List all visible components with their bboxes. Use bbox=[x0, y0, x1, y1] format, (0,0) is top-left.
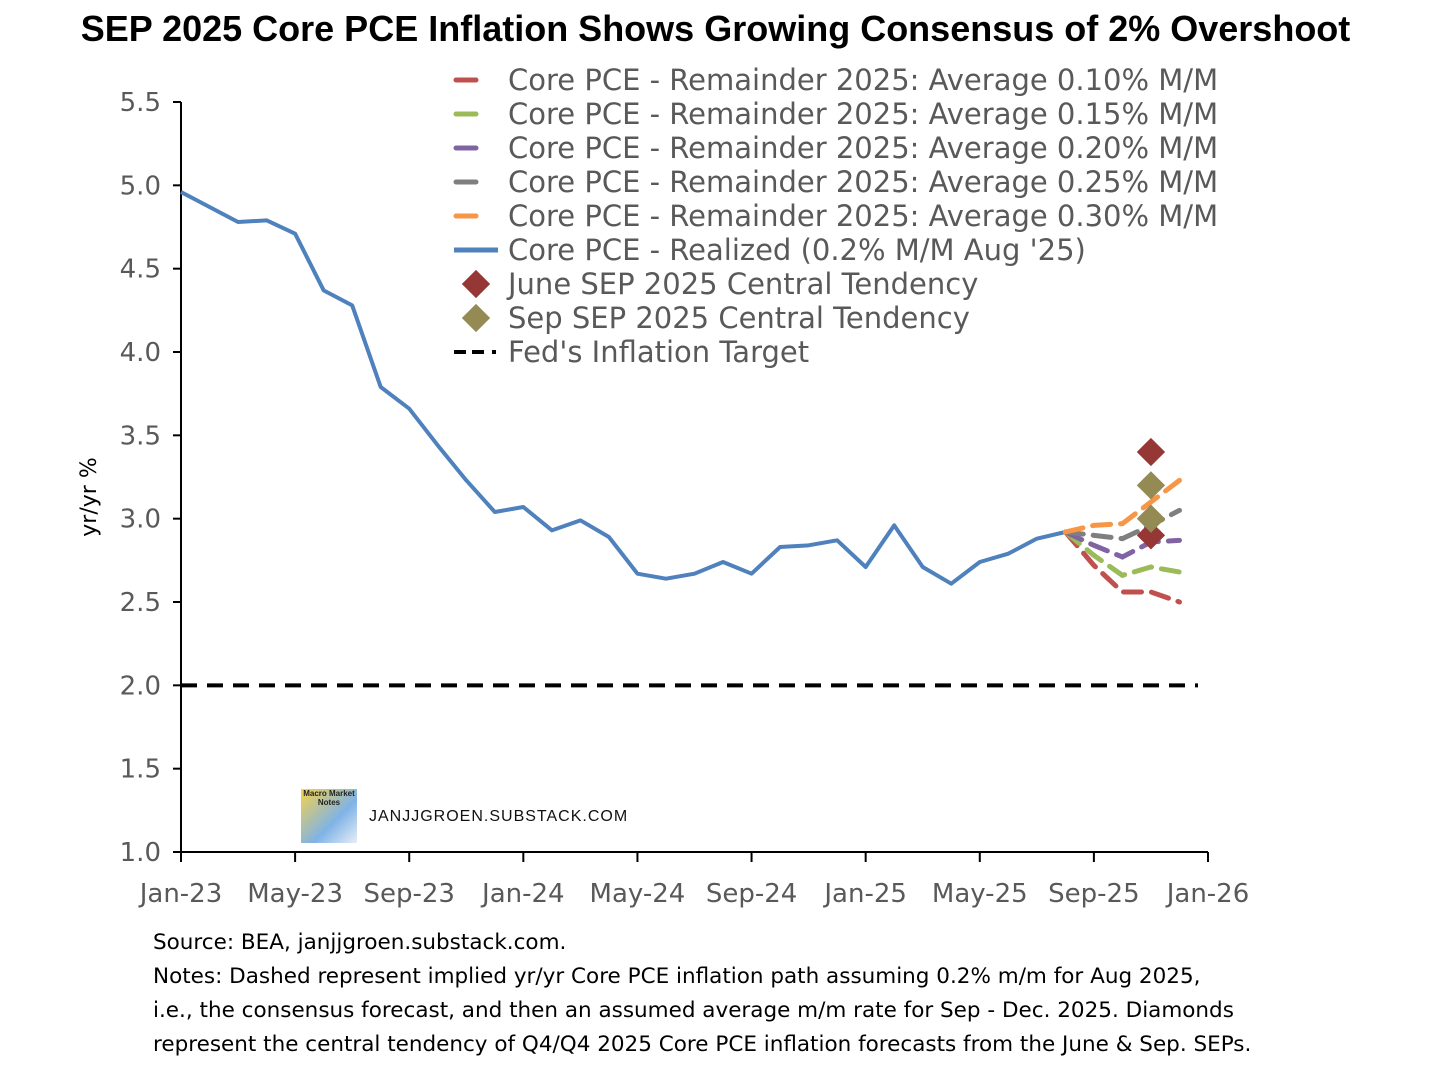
legend-label: June SEP 2025 Central Tendency bbox=[506, 267, 978, 301]
x-tick-label: Sep-25 bbox=[1048, 879, 1139, 909]
legend-label: Core PCE - Remainder 2025: Average 0.20%… bbox=[508, 131, 1218, 165]
y-tick-label: 4.0 bbox=[120, 338, 161, 368]
x-tick-label: Sep-23 bbox=[363, 879, 454, 909]
notes: Source: BEA, janjjgroen.substack.com. No… bbox=[153, 926, 1251, 1062]
y-tick-label: 4.5 bbox=[120, 255, 161, 285]
y-axis-label: yr/yr % bbox=[77, 457, 102, 536]
legend-label: Core PCE - Remainder 2025: Average 0.25%… bbox=[508, 165, 1218, 199]
x-tick-label: Jan-23 bbox=[138, 879, 223, 909]
legend-label: Core PCE - Remainder 2025: Average 0.30%… bbox=[508, 199, 1218, 233]
x-tick-label: May-24 bbox=[590, 879, 686, 909]
scenario-line bbox=[1062, 529, 1182, 605]
june-sep-diamond bbox=[1136, 521, 1166, 550]
y-tick-label: 3.0 bbox=[120, 505, 161, 535]
chart-title: SEP 2025 Core PCE Inflation Shows Growin… bbox=[80, 8, 1351, 49]
y-tick-label: 1.0 bbox=[120, 838, 161, 868]
scenario-line bbox=[1062, 529, 1182, 560]
sep-sep-diamond bbox=[1136, 504, 1166, 533]
legend-label: Core PCE - Remainder 2025: Average 0.10%… bbox=[508, 63, 1218, 97]
legend-label: Sep SEP 2025 Central Tendency bbox=[508, 301, 970, 335]
y-tick-label: 5.5 bbox=[120, 88, 161, 118]
x-tick-label: Jan-24 bbox=[480, 879, 565, 909]
note-line: Notes: Dashed represent implied yr/yr Co… bbox=[153, 964, 1201, 989]
legend-swatch bbox=[492, 350, 496, 354]
sep-sep-diamond bbox=[1136, 471, 1166, 500]
legend-label: Core PCE - Remainder 2025: Average 0.15%… bbox=[508, 97, 1218, 131]
note-line: Source: BEA, janjjgroen.substack.com. bbox=[153, 930, 567, 955]
y-tick-label: 3.5 bbox=[120, 421, 161, 451]
x-tick-label: May-23 bbox=[247, 879, 343, 909]
june-sep-diamond bbox=[1136, 437, 1166, 467]
scenario-line bbox=[1062, 529, 1182, 579]
legend-label: Fed's Inflation Target bbox=[508, 335, 809, 369]
legend-swatch bbox=[461, 269, 491, 299]
y-tick-label: 5.0 bbox=[120, 171, 161, 201]
x-tick-label: Sep-24 bbox=[706, 879, 797, 909]
y-tick-label: 2.5 bbox=[120, 588, 161, 618]
realized-line bbox=[180, 190, 1066, 586]
legend-label: Core PCE - Realized (0.2% M/M Aug '25) bbox=[508, 233, 1086, 267]
x-tick-label: May-25 bbox=[932, 879, 1028, 909]
scenario-line bbox=[1062, 477, 1182, 535]
y-tick-label: 1.5 bbox=[120, 755, 161, 785]
note-line: i.e., the consensus forecast, and then a… bbox=[153, 998, 1234, 1023]
legend-swatch bbox=[461, 303, 491, 333]
x-tick-label: Jan-25 bbox=[822, 879, 907, 909]
watermark-site: JANJJGROEN.SUBSTACK.COM bbox=[369, 808, 629, 825]
logo: Macro Market Notes bbox=[301, 789, 357, 843]
y-tick-label: 2.0 bbox=[120, 671, 161, 701]
x-tick-label: Jan-26 bbox=[1165, 879, 1250, 909]
note-line: represent the central tendency of Q4/Q4 … bbox=[153, 1032, 1252, 1057]
